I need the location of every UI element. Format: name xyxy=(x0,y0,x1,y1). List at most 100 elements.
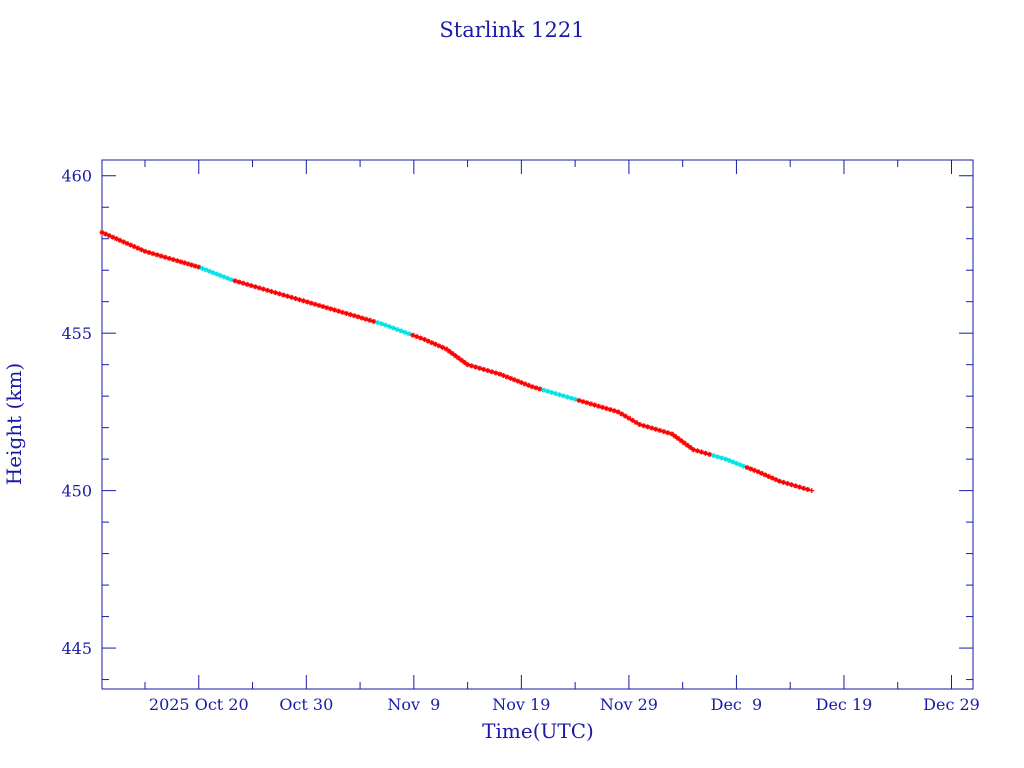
marker-stroke xyxy=(522,381,528,387)
marker-stroke xyxy=(529,384,535,389)
series-point xyxy=(785,481,791,487)
series-point xyxy=(181,260,187,266)
series-point xyxy=(146,250,152,255)
marker-stroke xyxy=(103,231,108,237)
marker-stroke xyxy=(493,370,499,376)
marker-stroke xyxy=(418,335,423,341)
series-point xyxy=(511,377,517,383)
marker-stroke xyxy=(196,264,201,270)
marker-stroke xyxy=(723,456,728,462)
marker-stroke xyxy=(588,401,593,407)
marker-stroke xyxy=(675,436,681,441)
series-point xyxy=(379,321,385,327)
marker-stroke xyxy=(440,345,445,350)
marker-stroke xyxy=(336,308,341,314)
marker-stroke xyxy=(730,459,736,465)
series-point xyxy=(452,353,458,359)
marker-stroke xyxy=(379,321,384,326)
marker-stroke xyxy=(633,420,639,425)
marker-stroke xyxy=(265,288,270,293)
marker-stroke xyxy=(189,262,194,268)
series-point xyxy=(240,280,246,286)
series-point xyxy=(256,285,262,291)
marker-stroke xyxy=(637,422,642,427)
series-point xyxy=(458,357,464,363)
marker-stroke xyxy=(367,318,373,323)
marker-stroke xyxy=(759,471,764,476)
marker-stroke xyxy=(734,461,739,466)
series-point xyxy=(402,329,408,335)
marker-stroke xyxy=(436,343,442,348)
marker-stroke xyxy=(785,481,790,486)
series-point xyxy=(711,453,717,459)
marker-stroke xyxy=(572,397,578,402)
series-point xyxy=(698,449,704,455)
marker-stroke xyxy=(477,366,482,371)
marker-stroke xyxy=(501,373,506,378)
series-point xyxy=(592,402,598,408)
series-point xyxy=(556,392,562,398)
series-point xyxy=(560,393,566,399)
series-point xyxy=(665,430,671,436)
marker-stroke xyxy=(797,484,802,490)
marker-stroke xyxy=(210,270,216,275)
series-point xyxy=(541,387,547,393)
marker-stroke xyxy=(410,333,416,338)
marker-stroke xyxy=(154,252,160,258)
marker-stroke xyxy=(504,374,510,380)
marker-stroke xyxy=(737,462,743,467)
series-point xyxy=(406,331,412,337)
series-point xyxy=(588,401,594,407)
marker-stroke xyxy=(755,469,761,474)
marker-stroke xyxy=(297,297,302,302)
series-point xyxy=(485,368,491,374)
series-point xyxy=(576,397,582,403)
marker-stroke xyxy=(752,468,757,473)
marker-stroke xyxy=(508,376,513,381)
marker-stroke xyxy=(781,480,786,485)
marker-stroke xyxy=(770,475,775,481)
marker-stroke xyxy=(285,294,290,299)
marker-stroke xyxy=(352,313,357,318)
series-point xyxy=(678,438,684,444)
marker-stroke xyxy=(178,259,184,264)
series-point xyxy=(809,488,815,494)
x-tick-label: Nov 19 xyxy=(492,695,550,714)
marker-stroke xyxy=(678,438,684,443)
marker-stroke xyxy=(519,380,524,385)
series-point xyxy=(715,454,721,460)
marker-stroke xyxy=(185,261,191,267)
marker-stroke xyxy=(576,398,582,403)
series-point xyxy=(166,255,172,261)
series-point xyxy=(351,313,357,319)
marker-stroke xyxy=(766,474,771,479)
x-tick-label: Dec 19 xyxy=(816,695,873,714)
series-point xyxy=(580,399,586,405)
marker-stroke xyxy=(630,418,635,423)
series-point xyxy=(622,413,628,419)
series-point xyxy=(386,324,392,330)
marker-stroke xyxy=(745,465,750,470)
x-tick-label: Dec 9 xyxy=(711,695,763,714)
marker-stroke xyxy=(727,458,732,463)
marker-stroke xyxy=(232,278,238,284)
series-point xyxy=(549,389,555,395)
series-point xyxy=(537,386,543,392)
marker-stroke xyxy=(695,448,700,454)
marker-stroke xyxy=(320,304,326,309)
marker-stroke xyxy=(139,247,144,252)
series-point xyxy=(789,482,795,488)
series-point xyxy=(619,411,625,417)
series-point xyxy=(328,306,334,312)
marker-stroke xyxy=(142,249,148,254)
marker-stroke xyxy=(762,472,768,478)
marker-stroke xyxy=(316,303,322,308)
marker-stroke xyxy=(128,242,133,248)
marker-stroke xyxy=(371,319,376,324)
marker-stroke xyxy=(293,296,298,301)
x-tick-label: Dec 29 xyxy=(923,695,980,714)
marker-stroke xyxy=(332,307,337,313)
marker-stroke xyxy=(665,430,671,435)
marker-stroke xyxy=(236,279,242,285)
